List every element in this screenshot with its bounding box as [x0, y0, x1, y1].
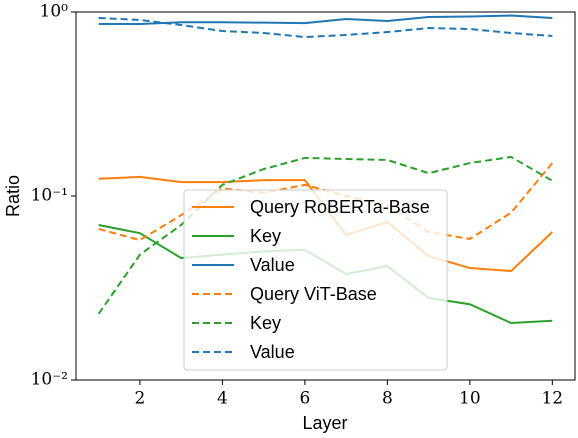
x-tick-label: 6 [299, 389, 310, 409]
x-tick-label: 2 [135, 389, 146, 409]
legend-label: Key [250, 226, 281, 246]
legend-label: Query RoBERTa-Base [250, 197, 430, 217]
line [98, 16, 553, 39]
line [98, 14, 553, 26]
x-tick-label: 12 [541, 389, 563, 409]
x-tick-label: 4 [217, 389, 228, 409]
legend-label: Key [250, 313, 281, 333]
y-axis-label: Ratio [3, 175, 23, 217]
line [97, 155, 553, 315]
legend-box [183, 189, 448, 371]
x-tick-label: 10 [459, 389, 481, 409]
y-tick-label: 10⁰ [40, 2, 69, 22]
x-tick-label: 8 [382, 389, 393, 409]
y-tick-label: 10⁻² [31, 370, 68, 390]
legend-label: Value [250, 255, 295, 275]
legend-label: Value [250, 342, 295, 362]
legend-label: Query ViT-Base [250, 284, 377, 304]
x-axis-label: Layer [302, 413, 347, 433]
y-tick-label: 10⁻¹ [31, 186, 68, 206]
